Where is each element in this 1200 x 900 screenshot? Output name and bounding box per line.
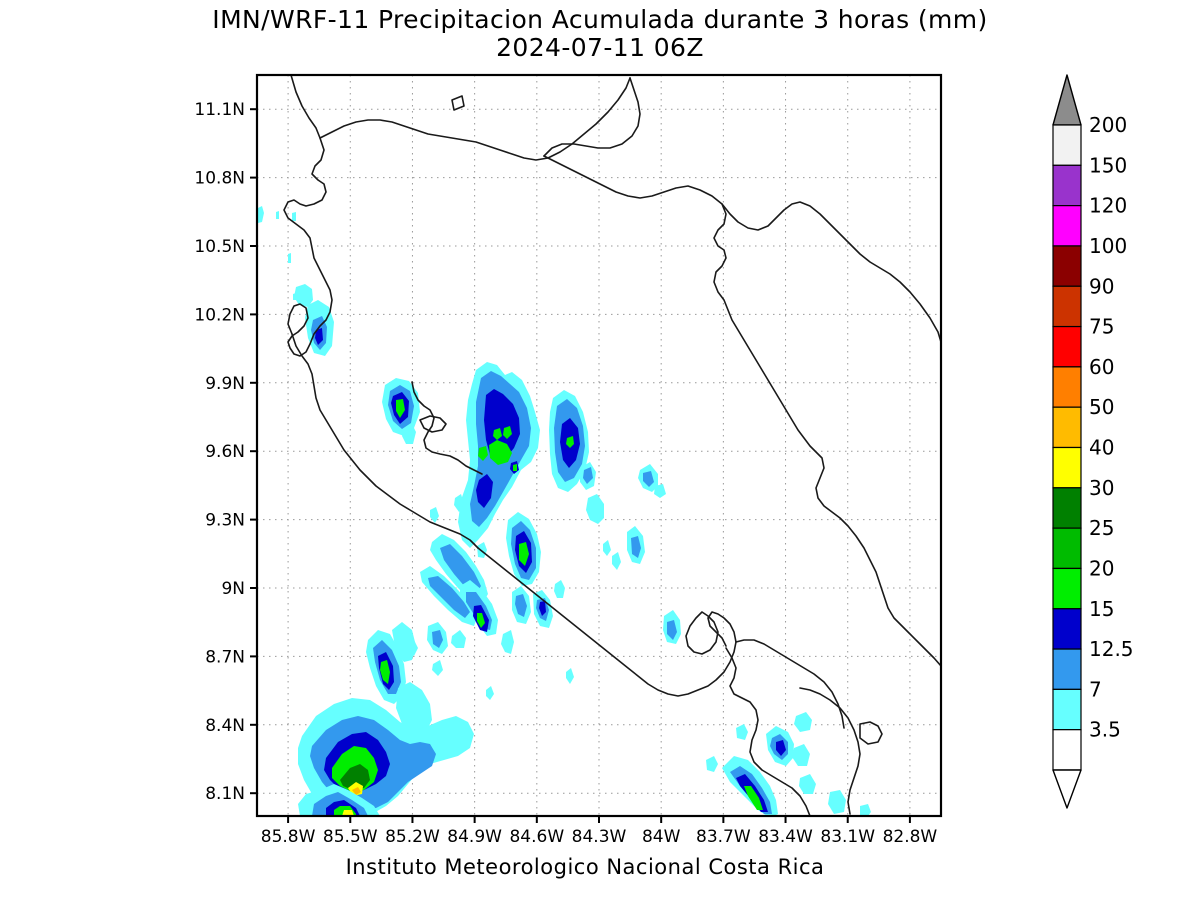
caribbean-north-coast (543, 155, 941, 343)
colorbar-tick-label: 20 (1089, 556, 1114, 580)
colorbar-over-range-arrow (1052, 74, 1082, 126)
colorbar-swatch[interactable] (1052, 406, 1082, 449)
south-coast-to-border (735, 639, 845, 729)
colorbar-swatch[interactable] (1052, 366, 1082, 408)
precip-patch-puntarenas (382, 378, 420, 444)
colorbar-swatch[interactable] (1052, 285, 1082, 328)
x-axis-label: 85.2W (385, 827, 440, 847)
colorbar-swatch[interactable] (1052, 527, 1082, 570)
precip-patch-central-cordillera (458, 362, 540, 548)
colorbar[interactable]: 200 150 120 100 90 75 60 50 40 30 25 20 15 12.5 7 3.5 (1052, 74, 1134, 809)
colorbar-tick-label: 50 (1089, 395, 1114, 419)
se-islands (859, 721, 883, 745)
y-axis-label: 9.3N (205, 511, 245, 531)
colorbar-tick-label: 15 (1089, 597, 1114, 621)
colorbar-swatch[interactable] (1052, 567, 1082, 610)
precip-patch-mid-south (506, 512, 541, 586)
colorbar-swatch[interactable] (1052, 245, 1082, 287)
colorbar-tick-label: 90 (1089, 274, 1114, 298)
x-axis-label: 84.6W (509, 827, 564, 847)
x-axis-label: 83.7W (696, 827, 751, 847)
colorbar-tick-label: 200 (1089, 113, 1127, 137)
colorbar-swatch[interactable] (1052, 124, 1082, 166)
x-axis-label: 85.8W (261, 827, 316, 847)
colorbar-tick-label: 30 (1089, 476, 1114, 500)
y-axis-label: 9.9N (205, 374, 245, 394)
x-axis-label: 83.1W (820, 827, 875, 847)
figure-footer: Instituto Meteorologico Nacional Costa R… (345, 855, 825, 879)
x-axis-label: 84.9W (447, 827, 502, 847)
x-axis-label: 83.4W (758, 827, 813, 847)
x-axis-label: 84.3W (572, 827, 627, 847)
nicoya-inner-island (419, 415, 447, 433)
colorbar-swatch[interactable] (1052, 164, 1082, 207)
lake-nicaragua-shore (543, 77, 641, 157)
colorbar-tick-label: 7 (1089, 677, 1102, 701)
precip-patch-southeast-small (586, 464, 681, 644)
y-axis-label: 8.7N (205, 647, 245, 667)
colorbar-tick-label: 25 (1089, 516, 1114, 540)
colorbar-swatch[interactable] (1052, 688, 1082, 731)
colorbar-swatch[interactable] (1052, 648, 1082, 690)
title-line-1: IMN/WRF-11 Precipitacion Acumulada duran… (212, 5, 988, 34)
y-axis-ticks: 11.1N 10.8N 10.5N 10.2N 9.9N 9.6N 9.3N 9N 8.7N 8.… (194, 100, 257, 804)
colorbar-tick-label: 150 (1089, 153, 1127, 177)
x-axis-label: 84W (642, 827, 681, 847)
y-axis-label: 10.5N (194, 237, 245, 257)
colorbar-swatch[interactable] (1052, 608, 1082, 650)
se-caribbean-coast (725, 647, 811, 816)
colorbar-tick-label: 3.5 (1089, 718, 1121, 742)
panama-border (799, 687, 861, 815)
osa-peninsula-coast (477, 547, 737, 697)
y-axis-label: 11.1N (194, 100, 245, 120)
colorbar-tick-label: 60 (1089, 355, 1114, 379)
coastlines-layer (283, 75, 941, 816)
y-axis-label: 9.6N (205, 442, 245, 462)
lake-island (451, 95, 465, 111)
pacific-coastline (283, 75, 333, 357)
precip-patch-southeast-cluster (706, 712, 871, 816)
san-juan-river-detail (713, 203, 941, 667)
y-axis-label: 8.1N (205, 784, 245, 804)
title-line-2: 2024-07-11 06Z (496, 33, 704, 62)
figure-title: IMN/WRF-11 Precipitacion Acumulada duran… (0, 6, 1200, 62)
x-axis-label: 85.5W (323, 827, 378, 847)
y-axis-label: 9N (221, 579, 245, 599)
colorbar-tick-label: 120 (1089, 194, 1127, 218)
colorbar-tick-label: 12.5 (1089, 637, 1134, 661)
precip-patch-diagonal-streaks (420, 534, 498, 636)
colorbar-swatch[interactable] (1052, 729, 1082, 771)
colorbar-tick-label: 100 (1089, 234, 1127, 258)
precip-patch-east-central (549, 390, 596, 492)
colorbar-tick-label: 75 (1089, 315, 1114, 339)
y-axis-label: 8.4N (205, 716, 245, 736)
colorbar-swatch[interactable] (1052, 487, 1082, 529)
gulf-of-nicoya (411, 381, 483, 475)
northern-border (319, 77, 631, 161)
golfo-dulce (685, 611, 719, 655)
x-axis-ticks: 85.8W 85.5W 85.2W 84.9W 84.6W 84.3W 84W 83.7W 83… (261, 816, 938, 847)
colorbar-under-range-arrow (1052, 769, 1082, 809)
colorbar-tick-label: 40 (1089, 436, 1114, 460)
y-axis-label: 10.2N (194, 305, 245, 325)
nicoya-coastline (291, 333, 479, 549)
y-axis-label: 10.8N (194, 169, 245, 189)
plot-background (257, 75, 941, 816)
colorbar-swatch[interactable] (1052, 325, 1082, 368)
precip-patch-small-cells-south (427, 542, 565, 654)
x-axis-label: 82.8W (883, 827, 938, 847)
precipitation-contours (258, 206, 871, 816)
precip-patch-scattered-specks (409, 494, 621, 700)
colorbar-swatch[interactable] (1052, 446, 1082, 489)
colorbar-swatch[interactable] (1052, 205, 1082, 247)
